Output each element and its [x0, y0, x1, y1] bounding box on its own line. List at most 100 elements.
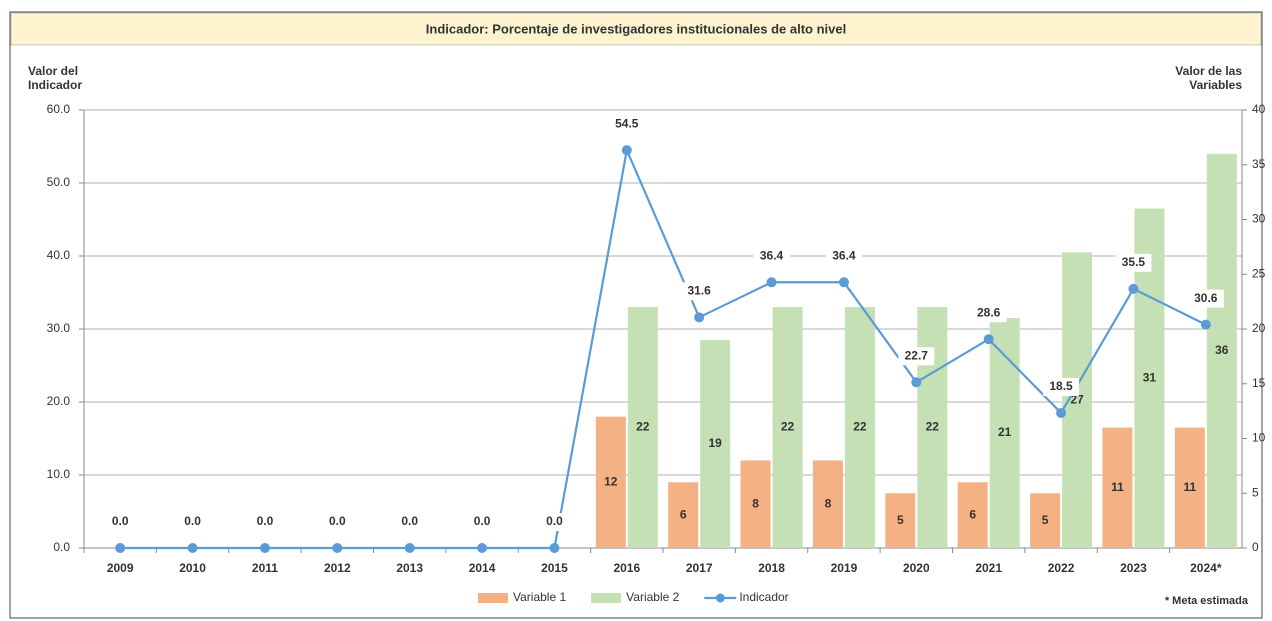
- legend-label: Variable 2: [626, 590, 679, 604]
- bar-value-label: 21: [998, 425, 1012, 439]
- y2-tick-label: 20: [1252, 321, 1266, 335]
- label-background: [608, 115, 645, 134]
- indicator-marker: [332, 543, 343, 553]
- x-tick-label: 2017: [686, 561, 713, 575]
- indicator-marker: [694, 312, 705, 323]
- indicator-marker: [549, 543, 560, 553]
- bar: [917, 307, 948, 548]
- label-background: [681, 282, 718, 301]
- bar: [1030, 493, 1061, 548]
- bar-value-label: 31: [1143, 370, 1157, 384]
- bar: [627, 307, 658, 548]
- label-background: [536, 513, 573, 531]
- title-bar: [10, 12, 1262, 46]
- indicator-marker: [404, 543, 415, 553]
- legend-marker: [715, 593, 725, 603]
- indicator-value-label: 54.5: [615, 116, 639, 130]
- label-background: [391, 513, 428, 531]
- indicator-value-label: 0.0: [401, 514, 418, 528]
- bar-value-label: 5: [897, 513, 904, 527]
- bar: [668, 482, 699, 548]
- indicator-value-label: 0.0: [546, 514, 563, 528]
- bar: [772, 307, 803, 548]
- legend-label: Variable 1: [513, 590, 566, 604]
- bar-value-label: 11: [1183, 480, 1196, 494]
- indicator-marker: [621, 145, 632, 156]
- y2-tick-label: 40: [1252, 102, 1266, 116]
- x-tick-label: 2022: [1048, 561, 1075, 575]
- label-background: [102, 513, 139, 531]
- x-tick-label: 2010: [179, 561, 206, 575]
- y2-tick-label: 15: [1252, 376, 1266, 390]
- indicator-marker: [187, 543, 198, 553]
- bar-value-label: 6: [680, 507, 687, 521]
- y2-tick-label: 35: [1252, 157, 1266, 171]
- x-tick-label: 2023: [1120, 561, 1147, 575]
- indicator-value-label: 18.5: [1049, 379, 1073, 393]
- label-background: [174, 513, 211, 531]
- bar-value-label: 12: [604, 474, 618, 488]
- indicator-marker: [838, 277, 849, 288]
- indicator-value-label: 31.6: [688, 283, 712, 297]
- bar-value-label: 19: [709, 436, 723, 450]
- indicator-marker: [911, 377, 922, 388]
- bar-value-label: 11: [1111, 480, 1124, 494]
- bar: [844, 307, 875, 548]
- indicator-value-label: 0.0: [184, 514, 201, 528]
- bar: [1206, 153, 1237, 549]
- y-tick-label: 60.0: [47, 102, 71, 116]
- indicator-value-label: 30.6: [1194, 291, 1218, 305]
- bar-value-label: 8: [825, 496, 832, 510]
- indicator-marker: [1056, 407, 1067, 418]
- indicator-marker: [477, 543, 488, 553]
- x-tick-label: 2012: [324, 561, 351, 575]
- y-tick-label: 40.0: [47, 248, 71, 262]
- bar: [700, 339, 731, 548]
- x-tick-label: 2021: [975, 561, 1002, 575]
- bar: [957, 482, 988, 548]
- label-background: [898, 347, 935, 366]
- x-tick-label: 2024*: [1190, 561, 1222, 575]
- x-tick-label: 2013: [396, 561, 423, 575]
- y2-axis-title: Valor de las Variables: [1175, 64, 1242, 92]
- label-background: [1043, 377, 1080, 396]
- y-tick-label: 30.0: [47, 321, 71, 335]
- indicator-line: [120, 146, 1207, 550]
- indicator-marker: [1200, 319, 1211, 330]
- bar-value-label: 22: [636, 420, 650, 434]
- bar: [595, 416, 626, 548]
- bar: [812, 460, 843, 548]
- chart-title: Indicador: Porcentaje de investigadores …: [426, 21, 846, 36]
- bar-value-label: 8: [752, 496, 759, 510]
- bar: [1102, 427, 1133, 548]
- bar-value-label: 22: [781, 420, 795, 434]
- label-background: [464, 513, 501, 531]
- legend-swatch: [591, 593, 622, 603]
- label-background: [825, 247, 862, 266]
- indicator-value-label: 35.5: [1122, 255, 1146, 269]
- indicator-value-label: 0.0: [474, 514, 491, 528]
- y-axis-title: Valor del Indicador: [28, 64, 83, 92]
- label-background: [753, 247, 790, 266]
- note: * Meta estimada: [1165, 595, 1249, 607]
- y2-tick-label: 10: [1252, 431, 1266, 445]
- indicator-marker: [766, 277, 777, 288]
- bar-value-label: 6: [969, 507, 976, 521]
- y-tick-label: 10.0: [47, 467, 71, 481]
- indicator-value-label: 28.6: [977, 305, 1001, 319]
- y2-tick-label: 0: [1252, 540, 1259, 554]
- y-tick-label: 50.0: [47, 175, 71, 189]
- bar-value-label: 22: [853, 420, 867, 434]
- indicator-value-label: 36.4: [832, 248, 856, 262]
- x-tick-label: 2015: [541, 561, 568, 575]
- x-tick-label: 2016: [613, 561, 640, 575]
- indicator-value-label: 0.0: [329, 514, 346, 528]
- indicator-value-label: 36.4: [760, 248, 784, 262]
- x-tick-label: 2020: [903, 561, 930, 575]
- y-tick-label: 0.0: [53, 540, 70, 554]
- legend-swatch: [478, 593, 508, 603]
- bar-value-label: 36: [1215, 343, 1229, 357]
- indicator-marker: [983, 334, 994, 345]
